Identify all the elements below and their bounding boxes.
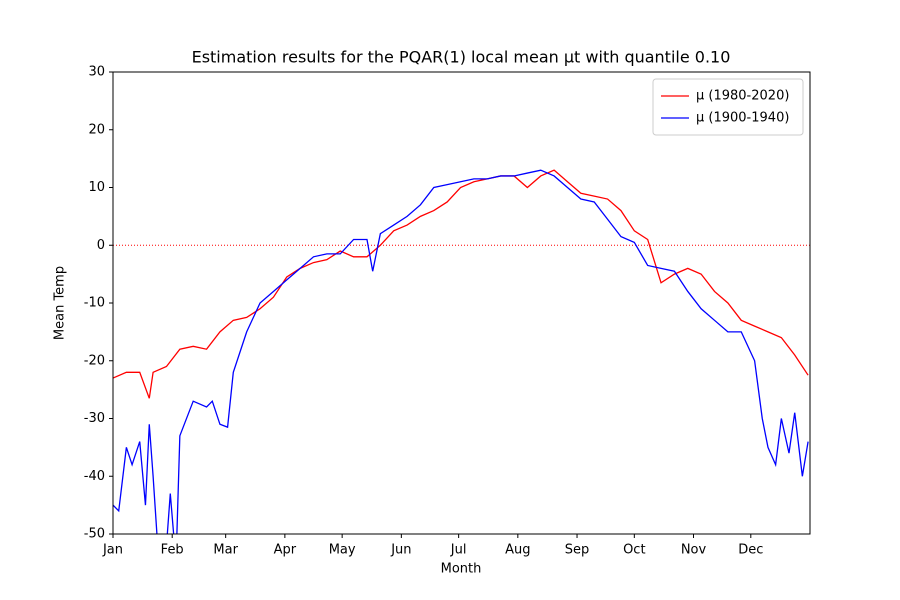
y-tick-label: 10 (88, 180, 105, 195)
x-tick-label: May (329, 543, 356, 558)
y-axis-label: Mean Temp (53, 266, 68, 340)
plot-area (113, 169, 810, 534)
x-tick-label: Jun (390, 543, 411, 558)
x-axis-label: Month (441, 562, 482, 577)
legend-box (652, 78, 804, 136)
x-tick-label: Apr (274, 543, 297, 558)
y-tick-label: -20 (84, 353, 105, 368)
plot-frame (112, 71, 811, 535)
legend-label: µ (1980-2020) (696, 89, 789, 104)
x-tick-label: Mar (213, 543, 238, 558)
legend-label: µ (1900-1940) (696, 111, 789, 126)
y-tick-label: 0 (97, 238, 105, 253)
y-tick-label: -10 (84, 296, 105, 311)
y-tick-label: 20 (88, 122, 105, 137)
x-tick-label: Aug (505, 543, 530, 558)
x-tick-label: Sep (565, 543, 590, 558)
x-tick-label: Feb (161, 543, 184, 558)
series-line (113, 169, 809, 534)
x-tick-label: Dec (738, 543, 763, 558)
x-tick-label: Jul (450, 543, 467, 558)
y-tick-label: 30 (88, 65, 105, 80)
chart-title: Estimation results for the PQAR(1) local… (192, 48, 731, 67)
series-line (113, 169, 809, 399)
y-tick-label: -40 (84, 469, 105, 484)
x-tick-label: Nov (681, 543, 707, 558)
x-tick-label: Oct (623, 543, 645, 558)
x-tick-label: Jan (102, 543, 123, 558)
y-tick-label: -50 (84, 527, 105, 542)
y-tick-label: -30 (84, 411, 105, 426)
